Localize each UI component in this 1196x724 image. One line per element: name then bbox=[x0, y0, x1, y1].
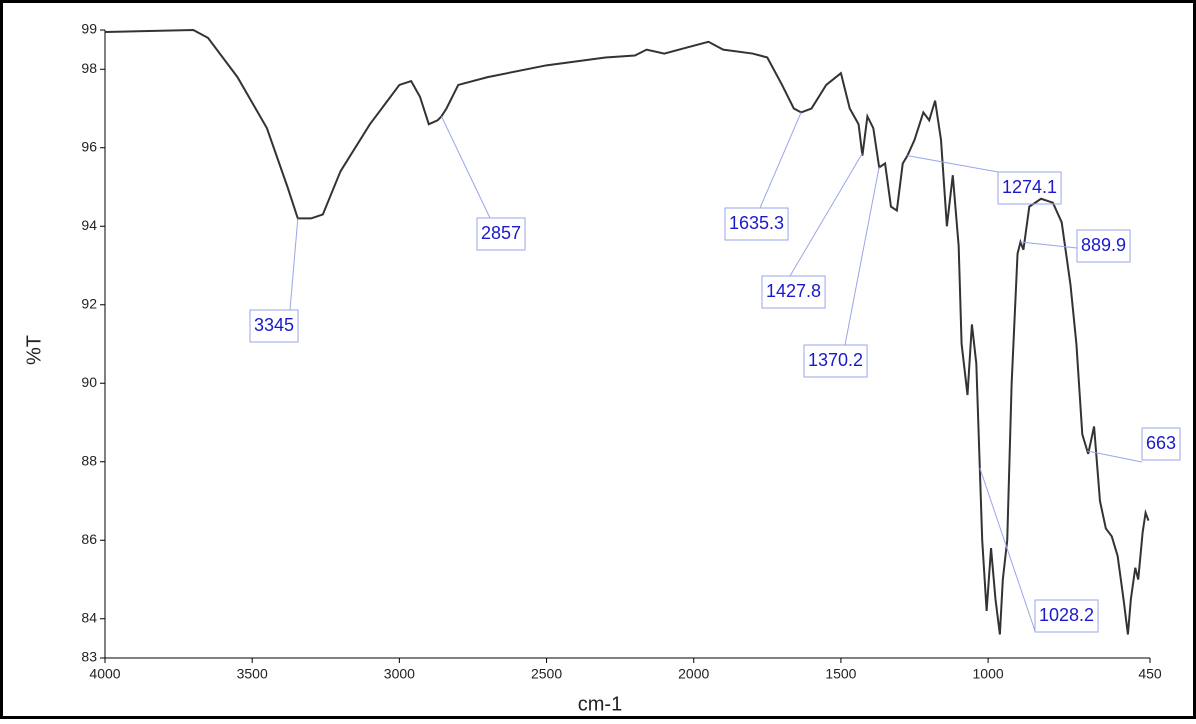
x-axis-label: cm-1 bbox=[578, 693, 622, 715]
leader-line bbox=[979, 467, 1036, 632]
leader-line bbox=[759, 112, 802, 209]
annotation-label: 2857 bbox=[481, 223, 521, 243]
x-tick-label: 3000 bbox=[384, 666, 415, 682]
annotation-box bbox=[476, 217, 526, 251]
leader-line bbox=[1020, 241, 1078, 249]
annotation-label: 1635.3 bbox=[729, 213, 784, 233]
y-tick-label: 99 bbox=[81, 21, 97, 37]
annotation-box bbox=[997, 171, 1062, 205]
x-tick-label: 1000 bbox=[973, 666, 1004, 682]
x-tick-label: 4000 bbox=[89, 666, 120, 682]
leader-line bbox=[907, 155, 999, 173]
x-tick-label: 2500 bbox=[531, 666, 562, 682]
y-tick-label: 94 bbox=[81, 217, 97, 233]
y-tick-label: 92 bbox=[81, 295, 97, 311]
annotation-box bbox=[1076, 229, 1131, 263]
annotation-box bbox=[249, 309, 299, 343]
annotation-label: 663 bbox=[1146, 433, 1176, 453]
spectrum-line bbox=[104, 28, 1150, 635]
leader-line bbox=[441, 116, 491, 219]
annotation-label: 1427.8 bbox=[766, 281, 821, 301]
y-axis-label: %T bbox=[23, 335, 45, 365]
annotation-label: 889.9 bbox=[1081, 235, 1126, 255]
annotation-box bbox=[1141, 427, 1181, 461]
x-tick-label: 2000 bbox=[678, 666, 709, 682]
y-tick-label: 90 bbox=[81, 374, 97, 390]
leader-line bbox=[289, 218, 299, 311]
leader-line bbox=[789, 153, 863, 277]
y-tick-label: 98 bbox=[81, 60, 97, 76]
y-tick-label: 86 bbox=[81, 531, 97, 547]
y-tick-label: 96 bbox=[81, 138, 97, 154]
annotation-box bbox=[761, 275, 826, 309]
annotation-label: 1028.2 bbox=[1039, 605, 1094, 625]
y-tick-label: 88 bbox=[81, 452, 97, 468]
annotation-box bbox=[1034, 599, 1099, 633]
annotation-label: 3345 bbox=[254, 315, 294, 335]
leader-line bbox=[844, 166, 880, 346]
y-tick-label: 84 bbox=[81, 609, 97, 625]
annotation-label: 1274.1 bbox=[1002, 177, 1057, 197]
leader-line bbox=[1087, 450, 1143, 463]
x-tick-label: 1500 bbox=[825, 666, 856, 682]
x-tick-label: 450 bbox=[1138, 666, 1162, 682]
x-tick-label: 3500 bbox=[237, 666, 268, 682]
y-tick-label: 83 bbox=[81, 649, 97, 665]
annotation-box bbox=[803, 344, 868, 378]
annotation-label: 1370.2 bbox=[808, 350, 863, 370]
annotation-box bbox=[724, 207, 789, 241]
